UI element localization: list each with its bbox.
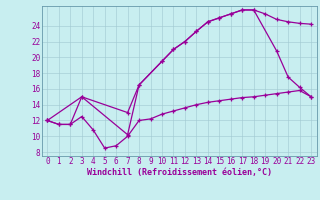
X-axis label: Windchill (Refroidissement éolien,°C): Windchill (Refroidissement éolien,°C) [87, 168, 272, 177]
